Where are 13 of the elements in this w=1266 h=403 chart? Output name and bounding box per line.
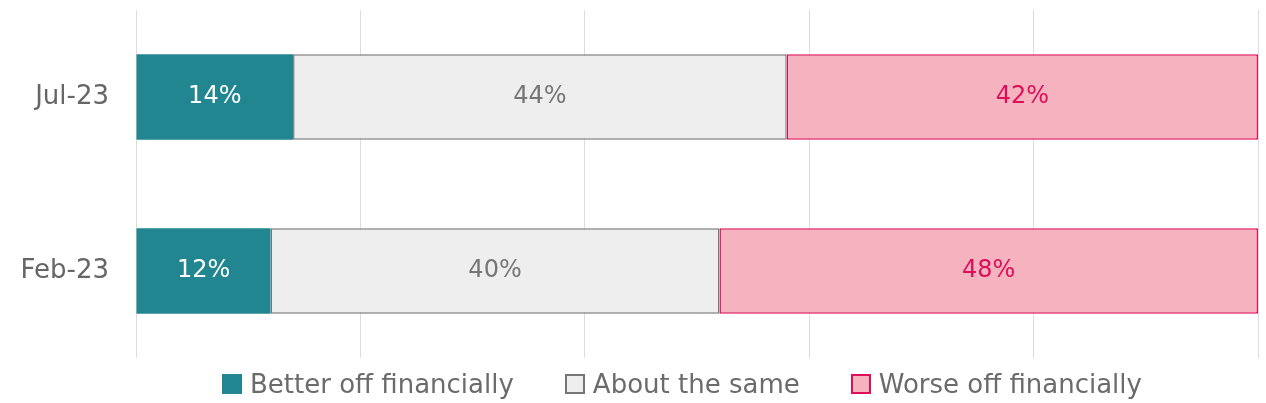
data-label: 42% [995, 81, 1050, 110]
data-label: 40% [468, 255, 522, 284]
data-label: 14% [188, 81, 242, 110]
data-label: 44% [513, 81, 567, 110]
legend-label: Better off financially [250, 368, 514, 400]
bar [136, 54, 294, 140]
data-label: 12% [176, 255, 231, 284]
legend-label: Worse off financially [878, 368, 1142, 400]
legend-label: About the same [592, 368, 800, 400]
bar [136, 228, 271, 314]
y-tick-label: Feb-23 [20, 253, 109, 284]
data-label: 48% [962, 255, 1016, 284]
y-tick-label: Jul-23 [33, 79, 109, 110]
